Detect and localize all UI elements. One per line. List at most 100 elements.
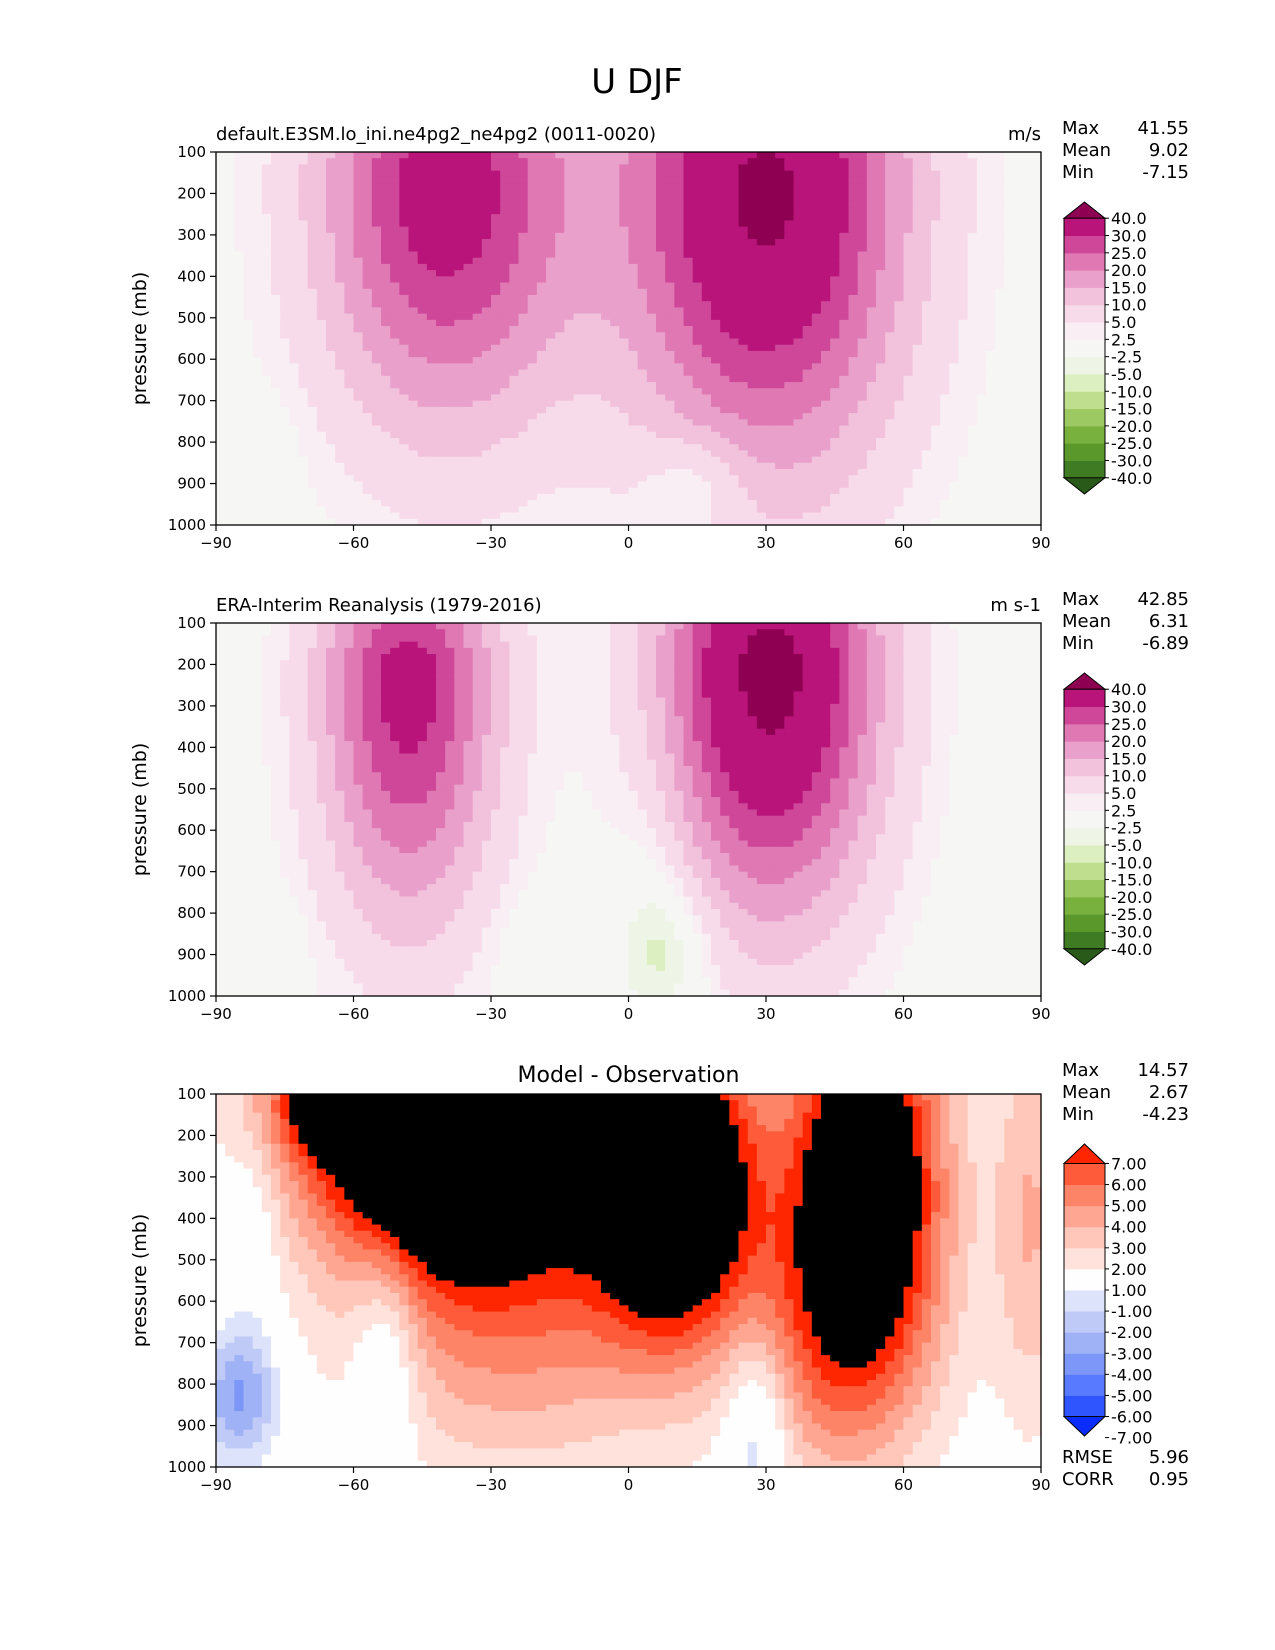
contour-cell <box>803 370 813 377</box>
contour-cell <box>308 413 318 420</box>
contour-cell <box>629 301 639 308</box>
contour-cell <box>940 307 950 314</box>
contour-cell <box>271 419 281 426</box>
contour-cell <box>574 370 584 377</box>
contour-cell <box>500 171 510 178</box>
contour-cell <box>1014 426 1024 433</box>
contour-cell <box>409 481 419 488</box>
contour-cell <box>335 438 345 445</box>
contour-cell <box>454 419 464 426</box>
contour-cell <box>500 388 510 395</box>
contour-cell <box>711 457 721 464</box>
contour-cell <box>684 245 694 252</box>
contour-cell <box>656 413 666 420</box>
contour-cell <box>1014 183 1024 190</box>
contour-cell <box>1023 270 1033 277</box>
contour-cell <box>1004 475 1014 482</box>
contour-cell <box>629 388 639 395</box>
contour-cell <box>280 382 290 389</box>
contour-cell <box>867 171 877 178</box>
contour-cell <box>913 177 923 184</box>
contour-cell <box>977 258 987 265</box>
contour-cell <box>390 382 400 389</box>
contour-cell <box>968 208 978 215</box>
contour-cell <box>354 301 364 308</box>
contour-cell <box>436 357 446 364</box>
contour-cell <box>830 475 840 482</box>
contour-cell <box>583 444 593 451</box>
contour-cell <box>610 239 620 246</box>
contour-cell <box>280 289 290 296</box>
contour-cell <box>372 326 382 333</box>
contour-cell <box>629 494 639 501</box>
contour-cell <box>794 345 804 352</box>
contour-cell <box>775 339 785 346</box>
contour-cell <box>409 469 419 476</box>
contour-cell <box>959 152 969 159</box>
contour-cell <box>748 394 758 401</box>
contour-cell <box>372 196 382 203</box>
contour-cell <box>995 382 1005 389</box>
contour-cell <box>354 481 364 488</box>
contour-cell <box>280 152 290 159</box>
contour-cell <box>1004 283 1014 290</box>
contour-cell <box>253 444 263 451</box>
contour-cell <box>253 488 263 495</box>
contour-cell <box>986 382 996 389</box>
contour-cell <box>372 164 382 171</box>
contour-cell <box>491 301 501 308</box>
contour-cell <box>931 189 941 196</box>
contour-cell <box>858 413 868 420</box>
contour-cell <box>629 481 639 488</box>
contour-cell <box>766 270 776 277</box>
contour-cell <box>528 370 538 377</box>
contour-cell <box>794 152 804 159</box>
contour-cell <box>454 457 464 464</box>
contour-cell <box>949 463 959 470</box>
contour-cell <box>913 401 923 408</box>
contour-cell <box>326 413 336 420</box>
contour-cell <box>629 394 639 401</box>
contour-cell <box>363 326 373 333</box>
contour-cell <box>995 214 1005 221</box>
contour-cell <box>876 394 886 401</box>
contour-cell <box>931 469 941 476</box>
contour-cell <box>757 270 767 277</box>
contour-cell <box>454 208 464 215</box>
contour-cell <box>574 314 584 321</box>
contour-cell <box>702 283 712 290</box>
contour-cell <box>335 171 345 178</box>
contour-cell <box>830 438 840 445</box>
contour-cell <box>326 363 336 370</box>
contour-cell <box>885 363 895 370</box>
contour-cell <box>849 314 859 321</box>
contour-cell <box>482 432 492 439</box>
contour-cell <box>317 283 327 290</box>
contour-cell <box>519 382 529 389</box>
contour-cell <box>372 314 382 321</box>
contour-cell <box>885 407 895 414</box>
contour-cell <box>684 450 694 457</box>
contour-cell <box>913 450 923 457</box>
contour-cell <box>317 463 327 470</box>
contour-cell <box>381 251 391 258</box>
contour-cell <box>995 245 1005 252</box>
contour-cell <box>794 208 804 215</box>
contour-cell <box>812 363 822 370</box>
contour-cell <box>363 289 373 296</box>
contour-cell <box>289 258 299 265</box>
contour-cell <box>225 494 235 501</box>
contour-cell <box>390 283 400 290</box>
contour-cell <box>519 413 529 420</box>
contour-cell <box>693 382 703 389</box>
contour-cell <box>464 158 474 165</box>
contour-cell <box>271 158 281 165</box>
contour-cell <box>812 208 822 215</box>
contour-cell <box>876 289 886 296</box>
contour-cell <box>619 332 629 339</box>
contour-cell <box>509 444 519 451</box>
contour-cell <box>244 245 254 252</box>
contour-cell <box>748 444 758 451</box>
contour-cell <box>482 183 492 190</box>
contour-cell <box>959 251 969 258</box>
